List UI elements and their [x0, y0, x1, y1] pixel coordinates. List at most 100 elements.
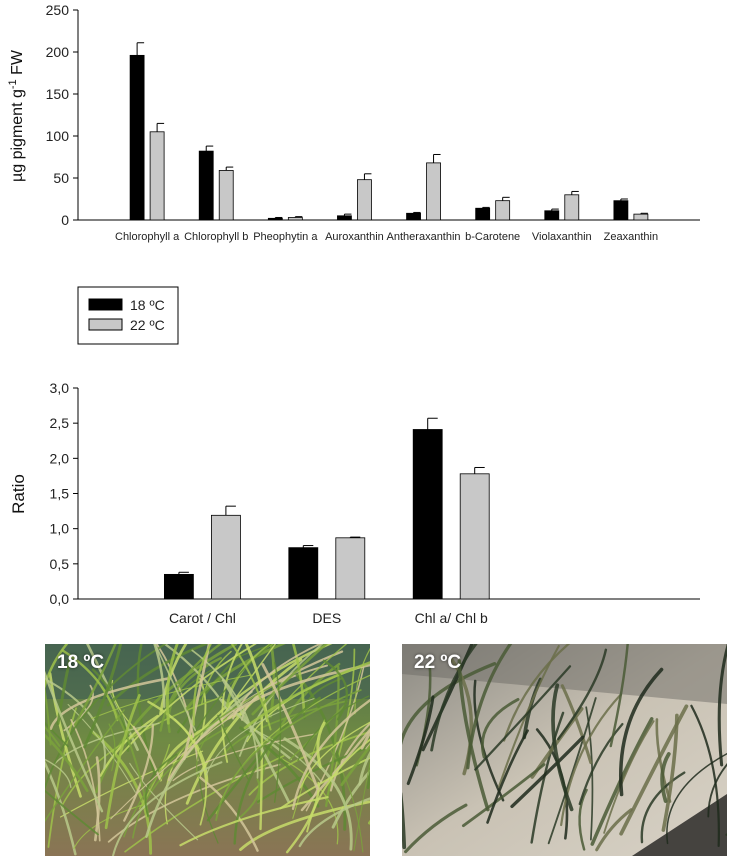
seagrass-blade	[45, 684, 52, 746]
seagrass-blade	[358, 751, 370, 786]
seagrass-blade	[45, 644, 69, 691]
y-tick-label: 2,5	[50, 415, 70, 431]
seagrass-blade	[661, 713, 679, 832]
y-tick-label: 2,0	[50, 450, 70, 466]
seagrass-blade	[300, 727, 370, 812]
seagrass-blade	[279, 757, 370, 810]
seagrass-blade	[707, 763, 727, 818]
seagrass-blade	[45, 760, 77, 856]
seagrass-blade	[243, 661, 370, 730]
ratio-chart: 0,0 0,5 1,0 1,5 2,0 2,5 3,0 Carot / Chl DES Chl a…	[9, 380, 700, 626]
bar	[288, 547, 319, 600]
bar	[337, 215, 352, 221]
seagrass-blade	[45, 725, 61, 747]
y-tick-label: 1,5	[50, 486, 70, 502]
seagrass-blade	[200, 650, 232, 706]
y-tick-label: 3,0	[50, 380, 70, 396]
bar	[287, 217, 303, 221]
seagrass-blade	[112, 761, 223, 856]
bar	[426, 162, 441, 221]
seagrass-blade	[486, 729, 529, 824]
x-tick-label: b-Carotene	[465, 231, 520, 243]
seagrass-blade	[206, 749, 265, 822]
seagrass-blade	[298, 797, 370, 848]
x-tick-label: Antheraxanthin	[387, 231, 461, 243]
seagrass-blade	[110, 716, 231, 820]
legend-swatch-22c	[88, 318, 123, 331]
seagrass-blade	[660, 752, 671, 803]
bar	[357, 179, 372, 221]
seagrass-blade	[45, 709, 125, 823]
seagrass-blade	[251, 644, 329, 716]
legend-frame	[77, 286, 179, 345]
bar	[495, 200, 511, 221]
x-tick-label: Auroxanthin	[325, 231, 384, 243]
seagrass-blade	[132, 726, 230, 839]
seagrass-blade	[340, 744, 370, 787]
seagrass-blade	[119, 644, 257, 756]
seagrass-blade	[174, 718, 207, 826]
seagrass-blade	[481, 697, 520, 759]
y-tick-label: 150	[46, 86, 70, 102]
seagrass-blade	[366, 767, 370, 790]
seagrass-blade	[353, 760, 370, 852]
seagrass-blade	[93, 756, 101, 842]
seagrass-blade	[104, 693, 141, 830]
seagrass-blade	[45, 721, 69, 748]
seagrass-blade	[259, 714, 264, 831]
seagrass-blade	[590, 717, 654, 846]
seagrass-blade	[305, 666, 365, 812]
seagrass-blade	[474, 665, 572, 771]
seagrass-blade	[179, 796, 329, 847]
seagrass-blade	[510, 735, 585, 809]
x-tick-label: Chl a/ Chl b	[415, 610, 488, 626]
seagrass-blade	[106, 644, 209, 707]
y-axis-title-main: µg pigment g	[9, 89, 26, 182]
seagrass-blade	[283, 737, 353, 851]
seagrass-blade	[306, 738, 370, 833]
seagrass-blade	[45, 670, 104, 813]
seagrass-blade	[502, 644, 571, 742]
seagrass-blade	[239, 800, 370, 852]
seagrass-blade	[45, 789, 99, 836]
seagrass-blade	[165, 644, 179, 725]
seagrass-blade	[277, 644, 348, 710]
seagrass-blade	[73, 644, 117, 726]
seagrass-blade	[316, 721, 326, 769]
bar	[544, 210, 560, 221]
seagrass-blade	[609, 644, 629, 748]
seagrass-blade	[619, 667, 664, 797]
seagrass-blade	[221, 678, 291, 804]
seagrass-blade	[603, 720, 655, 834]
seagrass-blade	[94, 644, 238, 794]
seagrass-blade	[227, 663, 370, 720]
seagrass-blade	[159, 644, 223, 732]
seagrass-blade	[299, 721, 370, 789]
seagrass-blade	[70, 719, 101, 842]
y-axis-title: Ratio	[9, 474, 28, 514]
seagrass-22c-image	[402, 644, 727, 856]
legend-label-18c: 18 ºC	[130, 297, 165, 313]
seagrass-blade	[690, 704, 720, 848]
photo-22c: 22 ºC	[402, 644, 727, 856]
bar	[406, 212, 421, 221]
seagrass-blade	[404, 803, 468, 854]
bar	[633, 213, 649, 221]
seagrass-blade	[193, 644, 273, 734]
seagrass-blade	[530, 711, 565, 844]
y-axis-title: µg pigment g-1 FW	[7, 49, 26, 182]
seagrass-18c-image	[45, 644, 370, 856]
seagrass-blade	[557, 648, 608, 741]
y-tick-label: 1,0	[50, 521, 70, 537]
seagrass-blade	[199, 776, 259, 852]
seagrass-blade	[256, 745, 370, 803]
photo-label-22c: 22 ºC	[414, 652, 462, 673]
bar	[149, 131, 165, 221]
seagrass-blade	[225, 644, 274, 708]
bar	[564, 194, 580, 221]
seagrass-blade	[61, 649, 119, 722]
x-tick-label: DES	[312, 610, 341, 626]
seagrass-blade	[406, 695, 435, 786]
seagrass-blade	[56, 655, 72, 726]
